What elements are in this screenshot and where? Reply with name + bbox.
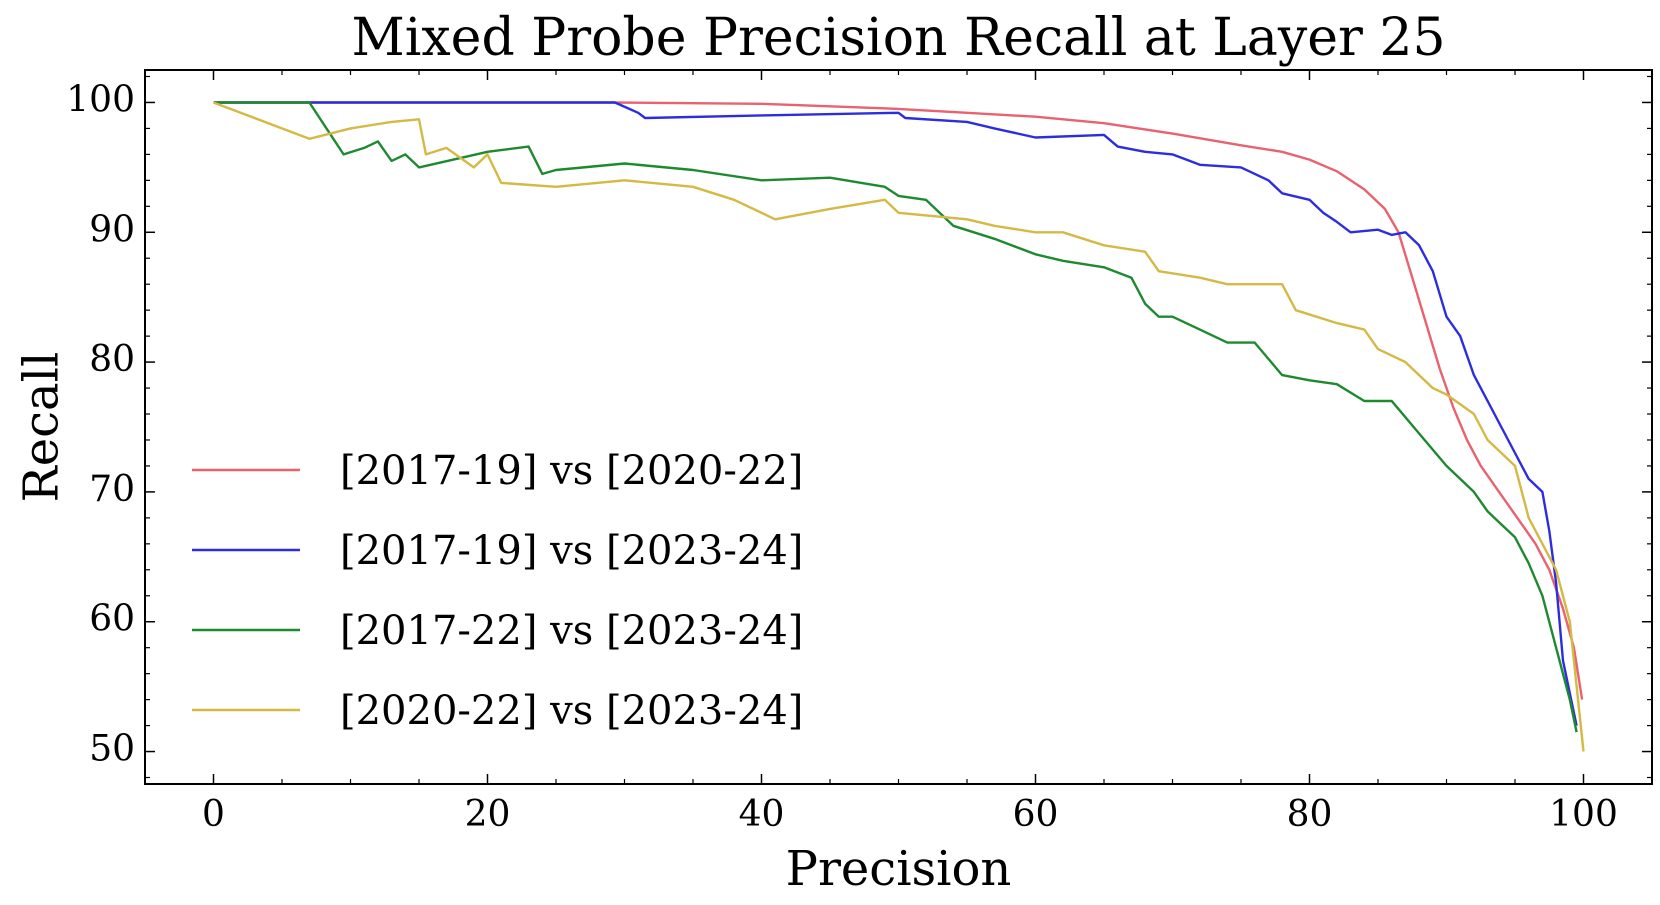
- series-lines: [213, 101, 1585, 752]
- y-axis-label: Recall: [14, 352, 70, 503]
- y-tick-label: 100: [66, 79, 135, 120]
- series-line-4: [213, 101, 1585, 752]
- y-tick-label: 50: [89, 729, 135, 770]
- axis-ticks: [144, 70, 1653, 784]
- legend: [2017-19] vs [2020-22] [2017-19] vs [2023…: [192, 448, 803, 734]
- series-line-1: [213, 101, 1584, 700]
- tick-labels: 0 20 40 60 80 100 50 60 70 80 90 100: [66, 79, 1618, 835]
- x-tick-label: 80: [1287, 794, 1333, 835]
- y-tick-label: 70: [89, 469, 135, 510]
- x-tick-label: 60: [1013, 794, 1059, 835]
- y-tick-label: 60: [89, 599, 135, 640]
- x-axis-label: Precision: [786, 841, 1012, 897]
- plot-area-frame: [144, 69, 1653, 785]
- y-tick-label: 80: [89, 339, 135, 380]
- y-tick-label: 90: [89, 209, 135, 250]
- series-line-3: [213, 101, 1578, 733]
- x-tick-label: 20: [465, 794, 511, 835]
- x-tick-label: 0: [202, 794, 225, 835]
- chart-title: Mixed Probe Precision Recall at Layer 25: [351, 8, 1445, 68]
- legend-label-3: [2017-22] vs [2023-24]: [340, 608, 803, 654]
- legend-label-2: [2017-19] vs [2023-24]: [340, 528, 803, 574]
- x-tick-label: 40: [739, 794, 785, 835]
- series-line-2: [213, 101, 1578, 726]
- legend-label-1: [2017-19] vs [2020-22]: [340, 448, 803, 494]
- legend-label-4: [2020-22] vs [2023-24]: [340, 688, 803, 734]
- x-tick-label: 100: [1549, 794, 1618, 835]
